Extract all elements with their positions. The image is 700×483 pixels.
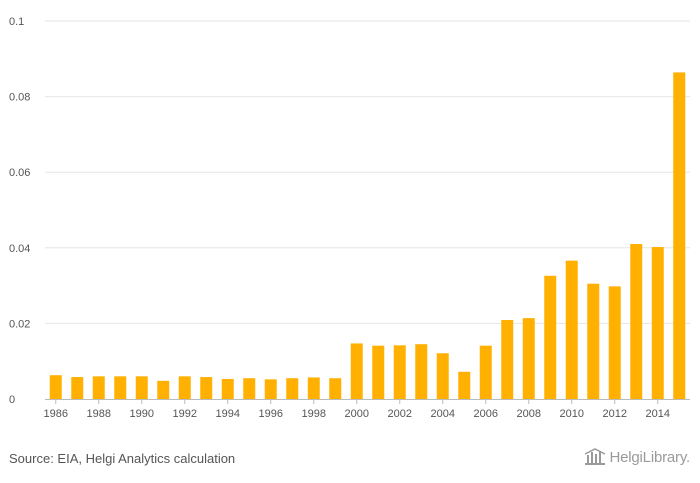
bar-2009 xyxy=(544,275,557,399)
y-tick-label: 0.04 xyxy=(9,243,30,255)
bar-1998 xyxy=(307,377,320,399)
logo-text: HelgiLibrary. xyxy=(609,448,691,466)
bar-2002 xyxy=(393,345,406,399)
x-tick-label: 1992 xyxy=(173,408,197,420)
y-axis-labels: 0 0.02 0.04 0.06 0.08 0.1 xyxy=(9,16,30,406)
bar-1993 xyxy=(200,377,213,399)
x-tick-label: 1994 xyxy=(216,408,240,420)
bar-1996 xyxy=(264,379,277,399)
bar-2011 xyxy=(587,283,600,399)
bar-2003 xyxy=(415,344,428,399)
bar-1995 xyxy=(243,378,256,399)
bar-1999 xyxy=(329,378,342,399)
bar-1990 xyxy=(135,376,148,399)
x-tick-label: 1988 xyxy=(87,408,111,420)
chart-footer: Source: EIA, Helgi Analytics calculation… xyxy=(0,440,700,483)
y-tick-label: 0 xyxy=(9,394,15,406)
x-tick-label: 2012 xyxy=(603,408,627,420)
bar-2012 xyxy=(608,286,621,399)
bar-2005 xyxy=(458,371,471,399)
bar-chart: 0 0.02 0.04 0.06 0.08 0.1 1986 1988 1990 1992 199… xyxy=(9,16,690,420)
x-tick-label: 2014 xyxy=(646,408,670,420)
x-tick-label: 2000 xyxy=(345,408,369,420)
x-tick-label: 2004 xyxy=(431,408,455,420)
bar-2014 xyxy=(651,247,664,399)
bar-1997 xyxy=(286,378,299,399)
bar-1994 xyxy=(221,378,234,399)
source-note: Source: EIA, Helgi Analytics calculation xyxy=(9,451,236,466)
bar-2000 xyxy=(350,343,363,399)
bar-2008 xyxy=(522,318,535,399)
bar-1991 xyxy=(157,380,170,399)
x-tick-label: 2002 xyxy=(388,408,412,420)
bars xyxy=(49,72,686,399)
bar-1986 xyxy=(49,375,62,399)
bar-2013 xyxy=(630,244,643,399)
library-building-icon xyxy=(584,448,605,465)
bar-1988 xyxy=(92,376,105,399)
y-tick-label: 0.08 xyxy=(9,92,30,104)
bar-2006 xyxy=(479,345,492,399)
x-tick-label: 2010 xyxy=(560,408,584,420)
bar-2004 xyxy=(436,353,449,399)
bar-1987 xyxy=(71,377,84,399)
x-tick-label: 2008 xyxy=(517,408,541,420)
y-tick-label: 0.06 xyxy=(9,167,30,179)
bar-2007 xyxy=(501,320,514,399)
grid-lines xyxy=(45,20,690,324)
x-tick-label: 1986 xyxy=(44,408,68,420)
helgi-library-logo: HelgiLibrary. xyxy=(584,448,691,466)
bar-1989 xyxy=(114,376,127,399)
y-tick-label: 0.1 xyxy=(9,16,24,28)
x-tick-label: 1998 xyxy=(302,408,326,420)
x-tick-label: 1990 xyxy=(130,408,154,420)
x-tick-label: 1996 xyxy=(259,408,283,420)
x-tick-label: 2006 xyxy=(474,408,498,420)
bar-2010 xyxy=(565,260,578,399)
x-axis-labels: 1986 1988 1990 1992 1994 1996 1998 2000 2002 2004… xyxy=(44,399,670,420)
bar-2001 xyxy=(372,345,385,399)
bar-2015 xyxy=(673,72,686,399)
bar-1992 xyxy=(178,376,191,399)
y-tick-label: 0.02 xyxy=(9,318,30,330)
